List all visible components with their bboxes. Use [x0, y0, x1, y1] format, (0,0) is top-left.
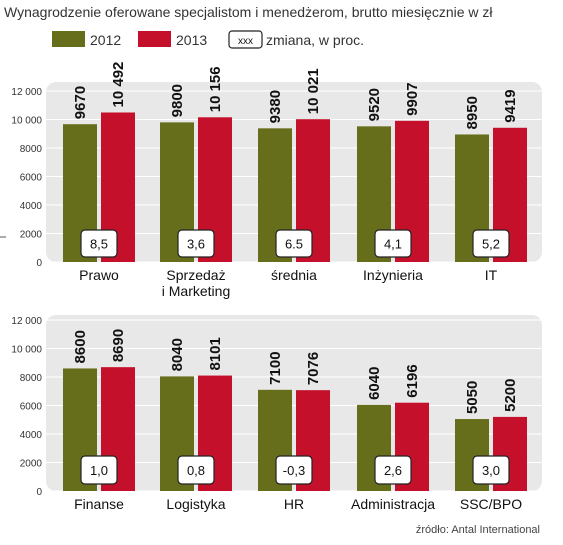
y-tick-label: 2000 — [20, 459, 43, 470]
category-label: SSC/BPO — [460, 496, 522, 512]
y-tick-label: 8000 — [20, 144, 43, 155]
bar-value-label: 9670 — [72, 86, 89, 119]
change-label: 3,6 — [187, 237, 205, 252]
legend-label-2012: 2012 — [90, 32, 121, 48]
category-label: Administracja — [351, 496, 435, 512]
bar-value-label: 9907 — [404, 82, 421, 115]
bar-value-label: 8950 — [464, 96, 481, 129]
category-label: Inżynieria — [363, 267, 423, 283]
bar-value-label: 8600 — [72, 330, 89, 363]
y-tick-label: 12 000 — [11, 87, 42, 98]
legend-change-box — [228, 30, 263, 49]
y-tick-label: 4000 — [20, 201, 43, 212]
change-box — [177, 455, 215, 485]
category-label: Prawo — [79, 267, 119, 283]
bar-value-label: 7076 — [305, 352, 322, 385]
legend-change-label: zmiana, w proc. — [266, 32, 364, 48]
change-label: 5,2 — [482, 237, 500, 252]
bar-value-label: 5200 — [502, 379, 519, 412]
change-label: -0,3 — [283, 463, 305, 478]
bar-value-label: 9380 — [267, 90, 284, 123]
legend-swatch-2013 — [138, 31, 171, 47]
y-tick-label: 10 000 — [11, 116, 42, 127]
bar-value-label: 7100 — [267, 351, 284, 384]
legend-label-2013: 2013 — [176, 32, 207, 48]
chart-panel-bottom: 0 2000 4000 6000 8000 10 000 12 000 8600 8690 1,0… — [11, 315, 542, 512]
y-tick-label: 0 — [36, 487, 42, 498]
change-label: 3,0 — [482, 463, 500, 478]
change-box — [177, 229, 215, 258]
change-box — [80, 229, 118, 258]
change-box — [374, 455, 412, 485]
category-label: Sprzedaż — [166, 267, 225, 283]
legend-change-box-text: xxx — [238, 36, 253, 47]
bar-value-label: 10 492 — [110, 62, 127, 108]
chart-panel-top: 0 2000 4000 6000 8000 10 000 12 000 9670 10 492 8… — [11, 62, 542, 299]
y-tick-label: 4000 — [20, 430, 43, 441]
bar-value-label: 5050 — [464, 381, 481, 414]
change-box — [472, 229, 510, 258]
y-tick-label: 0 — [36, 258, 42, 269]
bar-value-label: 8101 — [207, 337, 224, 370]
bar-value-label: 9800 — [169, 84, 186, 117]
category-label: i Marketing — [162, 283, 230, 299]
category-label: Logistyka — [166, 496, 225, 512]
change-box — [472, 455, 510, 485]
source-note: źródło: Antal International — [416, 524, 540, 536]
change-label: 1,0 — [90, 463, 108, 478]
bar-value-label: 10 156 — [207, 66, 224, 112]
change-label: 4,1 — [384, 237, 402, 252]
change-label: 2,6 — [384, 463, 402, 478]
bar-value-label: 8040 — [169, 338, 186, 371]
y-tick-label: 2000 — [20, 230, 43, 241]
y-tick-label: 8000 — [20, 373, 43, 384]
category-label: HR — [284, 496, 304, 512]
change-box — [80, 455, 118, 485]
change-box — [374, 229, 412, 258]
bar-value-label: 6040 — [366, 367, 383, 400]
y-tick-label: 12 000 — [11, 316, 42, 327]
bar-value-label: 9419 — [502, 89, 519, 122]
bar-value-label: 10 021 — [305, 68, 322, 114]
category-label: IT — [485, 267, 498, 283]
bar-value-label: 8690 — [110, 329, 127, 362]
y-tick-label: 6000 — [20, 173, 43, 184]
legend: 2012 2013 xxx zmiana, w proc. — [52, 30, 364, 49]
bar-value-label: 6196 — [404, 364, 421, 397]
category-label: średnia — [271, 267, 317, 283]
change-label: 6.5 — [285, 237, 303, 252]
y-tick-label: 6000 — [20, 402, 43, 413]
bar-value-label: 9520 — [366, 88, 383, 121]
category-label: Finanse — [74, 496, 124, 512]
change-box — [275, 455, 313, 485]
change-label: 0,8 — [187, 463, 205, 478]
y-tick-label: 10 000 — [11, 345, 42, 356]
chart-title: Wynagrodzenie oferowane specjalistom i m… — [4, 4, 493, 20]
legend-swatch-2012 — [52, 31, 85, 47]
change-box — [275, 229, 313, 258]
change-label: 8,5 — [90, 237, 108, 252]
